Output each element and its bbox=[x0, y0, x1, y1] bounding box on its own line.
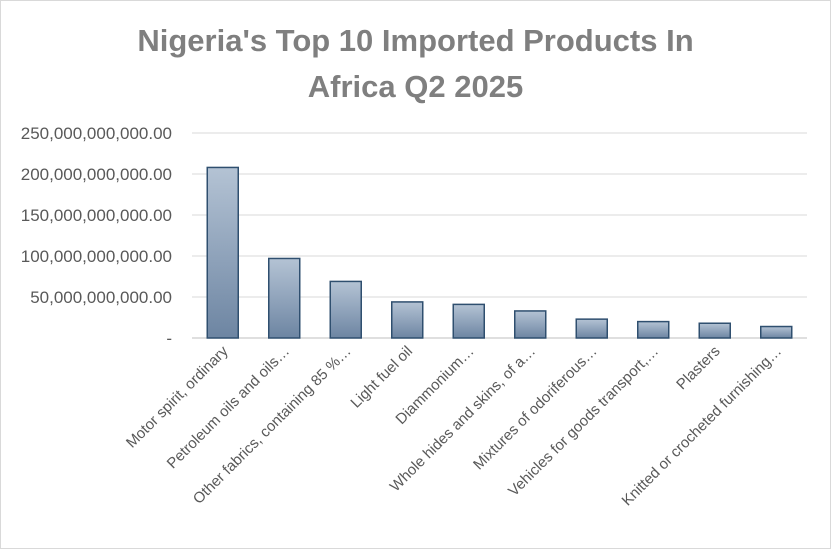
y-tick-label: 200,000,000,000.00 bbox=[21, 165, 172, 184]
x-tick-label: Plasters bbox=[673, 343, 723, 393]
x-tick-label: Light fuel oil bbox=[347, 343, 416, 412]
y-tick-label: 150,000,000,000.00 bbox=[21, 206, 172, 225]
bar bbox=[206, 166, 239, 339]
bar bbox=[514, 310, 547, 339]
y-tick-label: 50,000,000,000.00 bbox=[30, 288, 172, 307]
y-tick-label: - bbox=[166, 329, 172, 348]
x-tick-label: Motor spirit, ordinary bbox=[123, 342, 232, 451]
chart-title-line-1: Nigeria's Top 10 Imported Products In bbox=[137, 23, 694, 58]
x-tick-label: Petroleum oils and oils… bbox=[164, 343, 293, 472]
y-tick-label: 250,000,000,000.00 bbox=[21, 124, 172, 143]
chart-title: Nigeria's Top 10 Imported Products In Af… bbox=[0, 18, 831, 110]
bar bbox=[698, 322, 731, 339]
y-axis-tick-labels: - 50,000,000,000.00 100,000,000,000.00 150,… bbox=[21, 124, 172, 348]
bars bbox=[206, 166, 793, 339]
x-tick-label: Mixtures of odoriferous… bbox=[470, 343, 601, 474]
bar bbox=[391, 301, 424, 339]
bar bbox=[329, 280, 362, 339]
bar bbox=[452, 303, 485, 339]
bar bbox=[637, 320, 670, 339]
bar bbox=[760, 325, 793, 339]
bar bbox=[268, 257, 301, 339]
y-tick-label: 100,000,000,000.00 bbox=[21, 247, 172, 266]
chart-title-line-2: Africa Q2 2025 bbox=[307, 69, 524, 104]
bar bbox=[575, 318, 608, 339]
